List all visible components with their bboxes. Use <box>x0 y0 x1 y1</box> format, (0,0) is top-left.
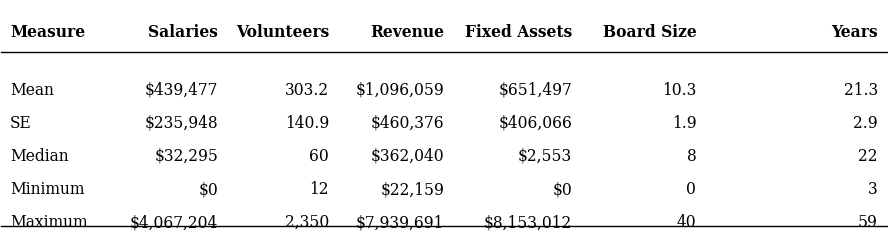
Text: Salaries: Salaries <box>148 24 218 41</box>
Text: $8,153,012: $8,153,012 <box>484 214 573 231</box>
Text: $439,477: $439,477 <box>145 81 218 98</box>
Text: Mean: Mean <box>11 81 54 98</box>
Text: 303.2: 303.2 <box>285 81 329 98</box>
Text: 2,350: 2,350 <box>285 214 329 231</box>
Text: Revenue: Revenue <box>370 24 444 41</box>
Text: $362,040: $362,040 <box>370 148 444 165</box>
Text: 1.9: 1.9 <box>671 115 696 132</box>
Text: $7,939,691: $7,939,691 <box>355 214 444 231</box>
Text: 40: 40 <box>677 214 696 231</box>
Text: $4,067,204: $4,067,204 <box>130 214 218 231</box>
Text: Median: Median <box>11 148 69 165</box>
Text: SE: SE <box>11 115 32 132</box>
Text: Volunteers: Volunteers <box>235 24 329 41</box>
Text: Maximum: Maximum <box>11 214 88 231</box>
Text: 12: 12 <box>309 181 329 198</box>
Text: $235,948: $235,948 <box>145 115 218 132</box>
Text: 0: 0 <box>686 181 696 198</box>
Text: $22,159: $22,159 <box>380 181 444 198</box>
Text: 21.3: 21.3 <box>844 81 877 98</box>
Text: 60: 60 <box>309 148 329 165</box>
Text: $32,295: $32,295 <box>155 148 218 165</box>
Text: $406,066: $406,066 <box>498 115 573 132</box>
Text: $651,497: $651,497 <box>498 81 573 98</box>
Text: 2.9: 2.9 <box>853 115 877 132</box>
Text: 8: 8 <box>686 148 696 165</box>
Text: $1,096,059: $1,096,059 <box>355 81 444 98</box>
Text: Board Size: Board Size <box>603 24 696 41</box>
Text: $0: $0 <box>552 181 573 198</box>
Text: Minimum: Minimum <box>11 181 84 198</box>
Text: $0: $0 <box>199 181 218 198</box>
Text: 3: 3 <box>868 181 877 198</box>
Text: 22: 22 <box>859 148 877 165</box>
Text: 59: 59 <box>858 214 877 231</box>
Text: Measure: Measure <box>11 24 85 41</box>
Text: $2,553: $2,553 <box>518 148 573 165</box>
Text: Years: Years <box>831 24 877 41</box>
Text: 140.9: 140.9 <box>285 115 329 132</box>
Text: Fixed Assets: Fixed Assets <box>465 24 573 41</box>
Text: 10.3: 10.3 <box>662 81 696 98</box>
Text: $460,376: $460,376 <box>370 115 444 132</box>
